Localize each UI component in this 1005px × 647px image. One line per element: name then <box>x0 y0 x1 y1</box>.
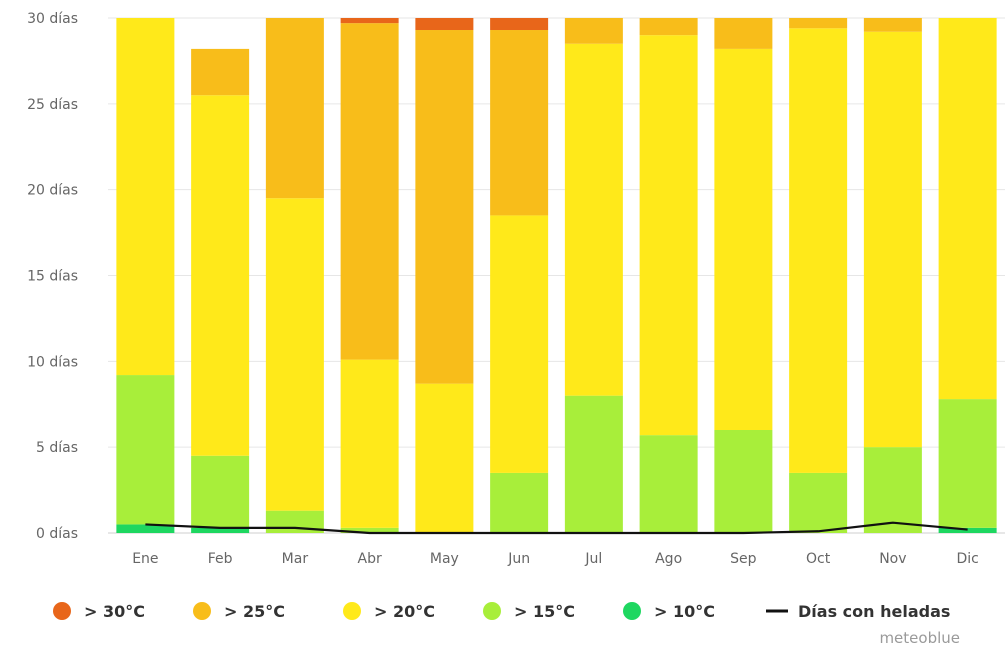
legend-label: > 25°C <box>224 602 285 621</box>
x-tick-label: Ene <box>132 551 158 567</box>
y-tick-label: 10 días <box>27 354 78 370</box>
x-tick-label: Sep <box>730 551 757 567</box>
x-tick-label: May <box>430 551 459 567</box>
bar-segment <box>490 30 549 216</box>
x-tick-label: Oct <box>806 551 831 567</box>
bar-segment <box>863 31 922 448</box>
frost-line <box>145 521 968 535</box>
bar-segment <box>340 23 399 360</box>
legend-label: > 20°C <box>374 602 435 621</box>
bar-segment <box>863 18 922 32</box>
x-tick-label: Ago <box>655 551 682 567</box>
bar-segment <box>265 18 324 199</box>
bar-segment <box>116 375 175 525</box>
bar-segment <box>639 435 698 533</box>
bar-segment <box>714 48 773 431</box>
y-tick-label: 5 días <box>36 440 78 456</box>
legend-dot-icon <box>343 602 361 620</box>
bar-segment <box>789 18 848 29</box>
legend-dot-icon <box>53 602 71 620</box>
credit-label: meteoblue <box>879 629 960 647</box>
bar-segment <box>490 18 549 31</box>
bar-segment <box>789 28 848 473</box>
bar-segment <box>191 455 250 528</box>
x-tick-label: Dic <box>956 551 978 567</box>
frost-days-line <box>145 521 968 535</box>
x-tick-label: Feb <box>208 551 233 567</box>
legend-item[interactable]: > 30°C <box>53 602 145 621</box>
legend: > 30°C > 25°C > 20°C > 15°C > 10°C Días con h… <box>53 602 950 621</box>
legend-item[interactable]: Días con heladas <box>766 602 950 621</box>
bar-segment <box>265 198 324 511</box>
bar-segment <box>863 447 922 533</box>
legend-label: > 15°C <box>514 602 575 621</box>
bar-segment <box>938 399 997 528</box>
bar-segment <box>340 18 399 24</box>
legend-label: > 10°C <box>654 602 715 621</box>
legend-item[interactable]: > 25°C <box>193 602 285 621</box>
legend-item[interactable]: > 10°C <box>623 602 715 621</box>
y-tick-label: 25 días <box>27 97 78 113</box>
bar-segment <box>714 18 773 49</box>
bar-segment <box>340 359 399 528</box>
grid-lines <box>108 17 1005 534</box>
legend-dot-icon <box>193 602 211 620</box>
bar-segment <box>191 527 250 533</box>
bar-segment <box>415 18 474 31</box>
y-tick-label: 0 días <box>36 526 78 542</box>
bar-segment <box>564 395 623 533</box>
x-axis-ticks: Ene Feb Mar Abr May Jun Jul Ago Sep Oct Nov Dic <box>132 551 979 567</box>
legend-dot-icon <box>483 602 501 620</box>
y-tick-label: 20 días <box>27 183 78 199</box>
bar-segment <box>415 383 474 533</box>
bar-segment <box>116 18 175 376</box>
legend-item[interactable]: > 15°C <box>483 602 575 621</box>
bar-segment <box>639 18 698 36</box>
bar-segment <box>191 48 250 96</box>
legend-label: > 30°C <box>84 602 145 621</box>
x-tick-label: Jun <box>507 551 530 567</box>
x-tick-label: Nov <box>879 551 906 567</box>
bar-segment <box>789 472 848 533</box>
x-tick-label: Abr <box>358 551 382 567</box>
bar-segment <box>714 430 773 533</box>
legend-label: Días con heladas <box>798 602 950 621</box>
legend-dot-icon <box>623 602 641 620</box>
bar-segment <box>490 472 549 533</box>
bar-segment <box>938 527 997 533</box>
x-tick-label: Jul <box>584 551 602 567</box>
y-tick-label: 15 días <box>27 269 78 285</box>
bar-segment <box>415 30 474 384</box>
y-axis-ticks: 0 días 5 días 10 días 15 días 20 días 25 días… <box>27 11 78 542</box>
bar-segment <box>340 527 399 533</box>
legend-item[interactable]: > 20°C <box>343 602 435 621</box>
bar-segment <box>490 215 549 473</box>
x-tick-label: Mar <box>282 551 309 567</box>
bar-segment <box>938 18 997 400</box>
bars <box>116 18 997 533</box>
bar-segment <box>564 43 623 396</box>
bar-segment <box>191 95 250 456</box>
bar-segment <box>564 18 623 44</box>
bar-segment <box>116 524 175 533</box>
y-tick-label: 30 días <box>27 11 78 27</box>
bar-segment <box>639 35 698 436</box>
